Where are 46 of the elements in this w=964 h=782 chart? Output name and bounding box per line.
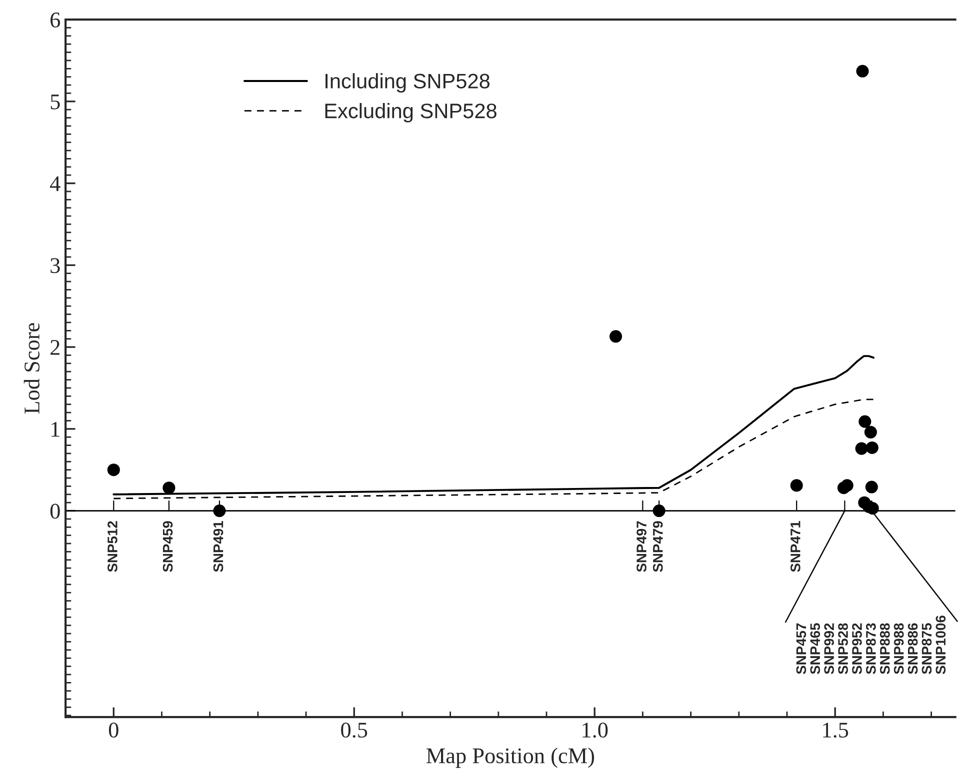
point [213,504,226,518]
annotation: SNP528 [838,623,848,674]
point [609,330,622,343]
annotation: SNP992 [824,623,834,674]
annotation: SNP497 [636,521,646,572]
annotation: SNP471 [790,520,800,572]
x-tick-label: 1.0 [582,722,608,738]
point [856,64,869,78]
y-tick-label: 6 [50,12,60,28]
point [162,482,176,494]
point [652,504,666,518]
line-series [112,355,875,496]
annotation: SNP952 [852,623,862,674]
legend-label: Excluding SNP528 [325,103,496,122]
annotation: SNP512 [108,521,118,572]
y-tick-label: 5 [50,94,60,110]
point [840,479,854,492]
y-tick-label: 0 [50,504,60,519]
legend-label: Including SNP528 [326,73,490,93]
annotation: SNP465 [810,623,820,674]
point [866,441,878,454]
annotation: SNP886 [908,623,918,674]
x-axis-title: Map Position (cM) [426,748,594,768]
annotation: SNP1006 [936,616,946,674]
annotation: SNP873 [866,623,876,674]
point [865,480,878,494]
y-tick-label: 2 [50,340,60,355]
point [790,479,803,492]
annotation: SNP491 [213,520,224,572]
point [855,442,868,455]
annotation: SNP988 [894,623,904,674]
y-tick-label: 3 [50,258,60,274]
annotation: SNP479 [652,521,663,572]
annotation: SNP459 [162,521,173,572]
x-tick-label: 0.5 [341,722,368,738]
x-tick-label: 0 [108,722,118,738]
annotation: SNP457 [796,623,806,674]
point [107,464,120,476]
y-axis-title: Lod Score [24,323,40,414]
annotation: SNP875 [922,623,932,674]
x-tick-label: 1.5 [823,722,848,738]
y-tick-label: 4 [50,176,60,192]
point [858,415,872,428]
y-tick-label: 1 [52,422,60,437]
point [864,426,877,438]
annotation: SNP888 [880,623,890,674]
